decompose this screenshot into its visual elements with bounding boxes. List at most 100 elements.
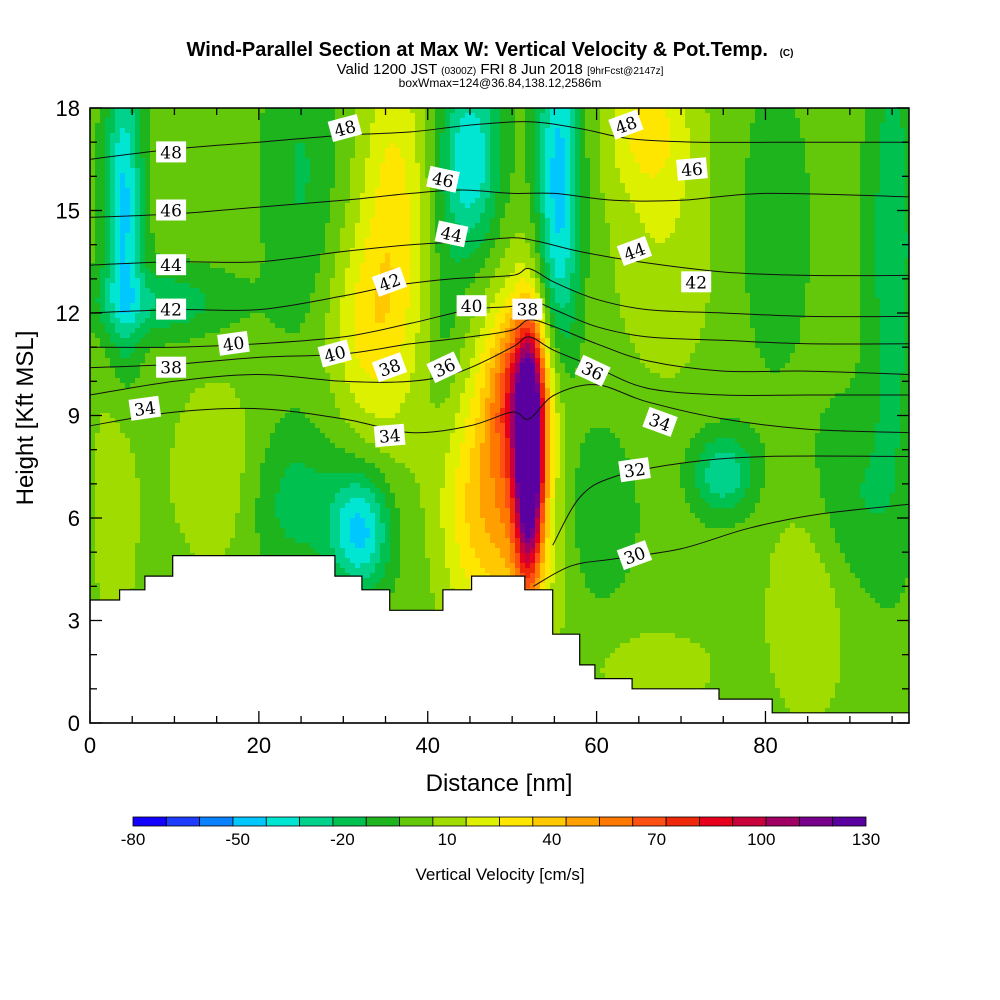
velocity-cell: [225, 513, 231, 519]
velocity-cell: [125, 143, 131, 149]
velocity-cell: [250, 228, 256, 234]
velocity-cell: [195, 223, 201, 229]
velocity-cell: [160, 288, 166, 294]
velocity-cell: [150, 178, 156, 184]
velocity-cell: [155, 293, 161, 299]
velocity-cell: [270, 293, 276, 299]
velocity-cell: [245, 243, 251, 249]
velocity-cell: [125, 538, 131, 544]
velocity-cell: [185, 433, 191, 439]
velocity-cell: [255, 173, 261, 179]
velocity-cell: [125, 193, 131, 199]
velocity-cell: [175, 383, 181, 389]
velocity-cell: [190, 503, 196, 509]
velocity-cell: [225, 483, 231, 489]
velocity-cell: [265, 423, 271, 429]
velocity-cell: [210, 428, 216, 434]
velocity-cell: [90, 308, 96, 314]
velocity-cell: [145, 233, 151, 239]
velocity-cell: [215, 463, 221, 469]
velocity-cell: [90, 488, 96, 494]
velocity-cell: [270, 268, 276, 274]
velocity-cell: [230, 278, 236, 284]
velocity-cell: [250, 393, 256, 399]
velocity-cell: [210, 438, 216, 444]
velocity-cell: [275, 148, 281, 154]
velocity-cell: [145, 163, 151, 169]
velocity-cell: [250, 208, 256, 214]
velocity-cell: [160, 483, 166, 489]
velocity-cell: [135, 573, 141, 579]
velocity-cell: [105, 438, 111, 444]
velocity-cell: [100, 483, 106, 489]
velocity-cell: [210, 323, 216, 329]
velocity-cell: [140, 533, 146, 539]
velocity-cell: [280, 428, 286, 434]
velocity-cell: [105, 593, 111, 599]
velocity-cell: [185, 133, 191, 139]
velocity-cell: [135, 453, 141, 459]
velocity-cell: [180, 133, 186, 139]
velocity-cell: [170, 518, 176, 524]
velocity-cell: [280, 128, 286, 134]
velocity-cell: [215, 408, 221, 414]
velocity-cell: [220, 188, 226, 194]
velocity-cell: [100, 408, 106, 414]
velocity-cell: [125, 173, 131, 179]
velocity-cell: [205, 433, 211, 439]
velocity-cell: [145, 493, 151, 499]
velocity-cell: [230, 428, 236, 434]
velocity-cell: [260, 288, 266, 294]
velocity-cell: [115, 168, 121, 174]
velocity-cell: [160, 223, 166, 229]
velocity-cell: [280, 318, 286, 324]
velocity-cell: [115, 163, 121, 169]
velocity-cell: [225, 468, 231, 474]
velocity-cell: [285, 488, 291, 494]
velocity-cell: [105, 133, 111, 139]
velocity-cell: [240, 478, 246, 484]
velocity-cell: [140, 338, 146, 344]
velocity-cell: [185, 543, 191, 549]
velocity-cell: [205, 528, 211, 534]
velocity-cell: [280, 438, 286, 444]
velocity-cell: [100, 133, 106, 139]
velocity-cell: [200, 463, 206, 469]
velocity-cell: [165, 528, 171, 534]
velocity-cell: [215, 548, 221, 554]
velocity-cell: [100, 353, 106, 359]
velocity-cell: [135, 533, 141, 539]
velocity-cell: [130, 153, 136, 159]
velocity-cell: [160, 168, 166, 174]
velocity-cell: [285, 128, 291, 134]
velocity-cell: [255, 423, 261, 429]
velocity-cell: [245, 288, 251, 294]
velocity-cell: [115, 463, 121, 469]
velocity-cell: [250, 403, 256, 409]
velocity-cell: [220, 368, 226, 374]
velocity-cell: [120, 343, 126, 349]
velocity-cell: [115, 348, 121, 354]
velocity-cell: [120, 423, 126, 429]
velocity-cell: [100, 428, 106, 434]
velocity-cell: [195, 173, 201, 179]
velocity-cell: [265, 198, 271, 204]
velocity-cell: [105, 468, 111, 474]
velocity-cell: [240, 303, 246, 309]
velocity-cell: [125, 343, 131, 349]
velocity-cell: [200, 273, 206, 279]
velocity-cell: [170, 483, 176, 489]
velocity-cell: [190, 183, 196, 189]
velocity-cell: [285, 273, 291, 279]
velocity-cell: [215, 108, 221, 114]
velocity-cell: [195, 273, 201, 279]
velocity-cell: [210, 128, 216, 134]
velocity-cell: [250, 408, 256, 414]
velocity-cell: [285, 228, 291, 234]
velocity-cell: [90, 198, 96, 204]
velocity-cell: [110, 223, 116, 229]
velocity-cell: [255, 403, 261, 409]
velocity-cell: [290, 163, 296, 169]
velocity-cell: [120, 148, 126, 154]
velocity-cell: [270, 418, 276, 424]
